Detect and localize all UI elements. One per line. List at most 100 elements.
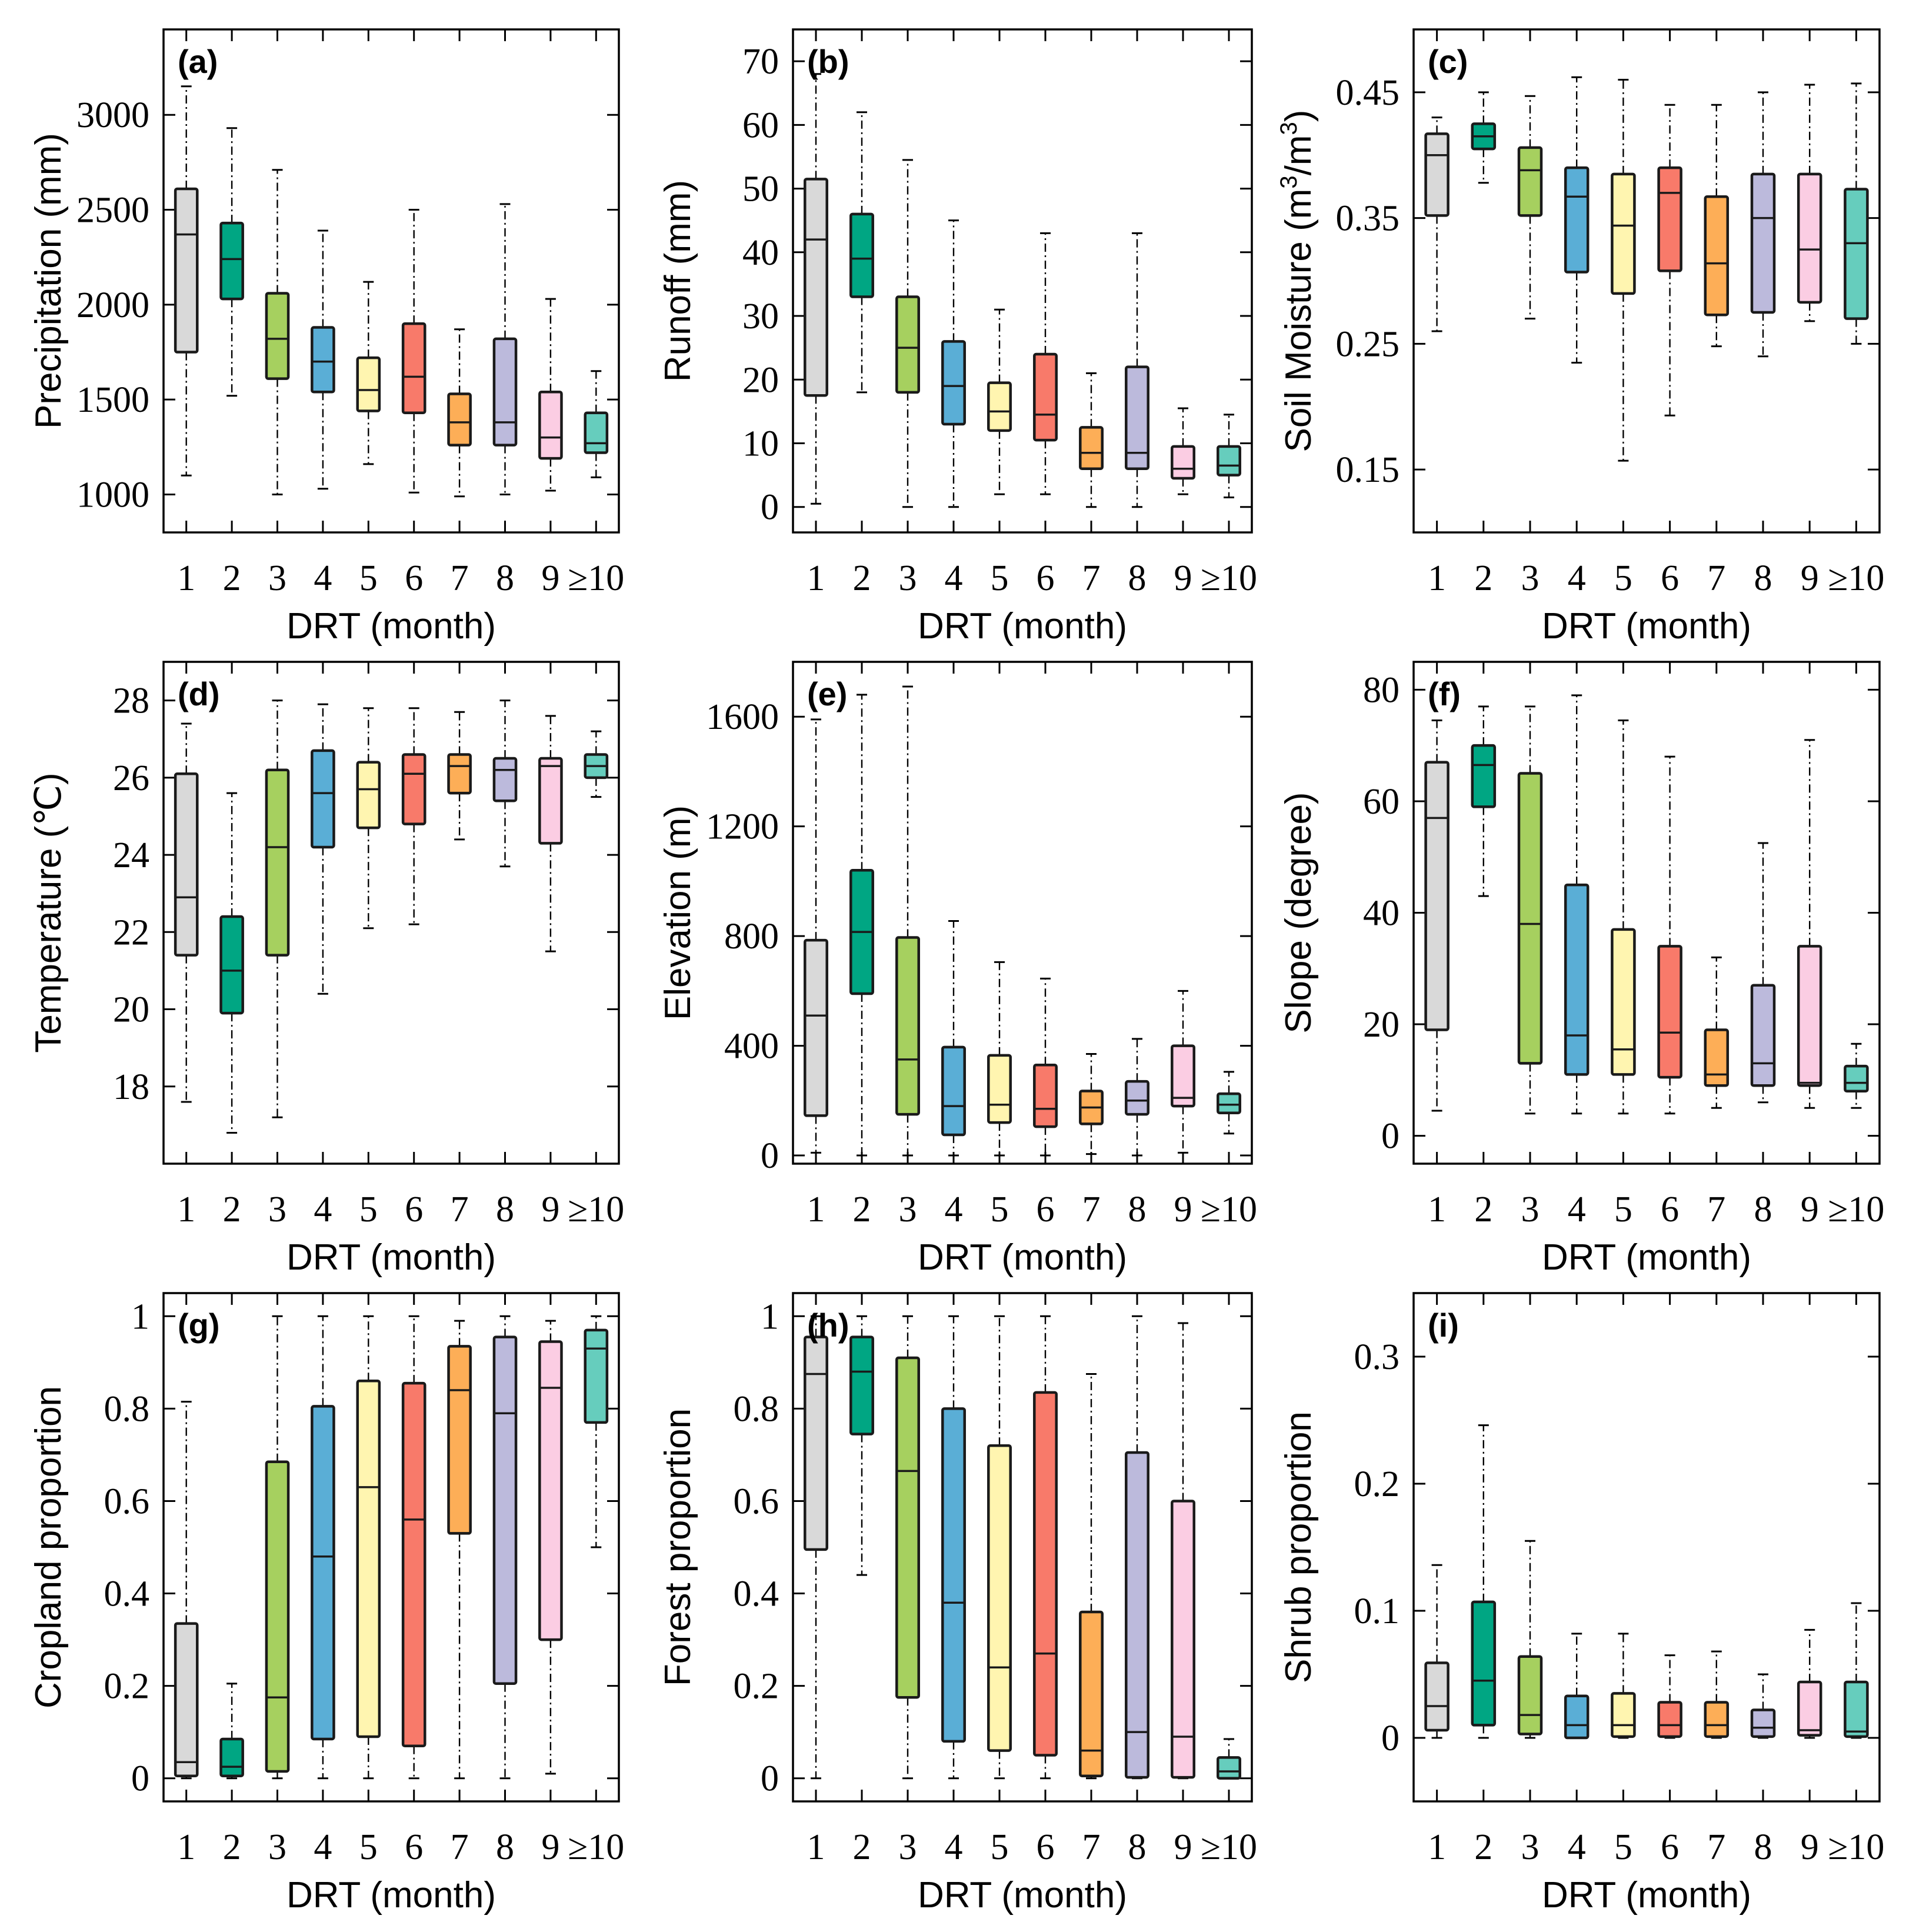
iqr-box [1471,1600,1497,1727]
panel-elevation-box-6 [1033,977,1058,1157]
panel-slope-box-1 [1424,719,1450,1112]
panel-elevation-xtick-label: 6 [1037,1190,1055,1230]
iqr-box [1033,1391,1058,1757]
panel-shrub-box-8 [1750,1673,1776,1739]
iqr-box [538,390,563,460]
panel-slope-box-3 [1517,705,1543,1115]
panel-forest-box-1 [804,1315,828,1780]
panel-shrub-box-2 [1471,1424,1497,1739]
iqr-box [401,753,426,825]
iqr-box [1079,426,1104,471]
panel-temperature-box-1 [174,722,199,1103]
iqr-box [895,936,920,1116]
iqr-box [447,392,472,447]
panel-precipitation-xtick-label: 7 [451,558,469,598]
panel-elevation-panel-label: (e) [807,675,847,712]
iqr-box [356,761,381,830]
panel-elevation-box-7 [1079,1053,1104,1155]
panel-soil-moisture-ytick-label: 0.35 [1336,199,1400,239]
iqr-box [265,1460,290,1773]
iqr-box [941,1045,966,1137]
panel-runoff-box-10 [1217,414,1241,498]
panel-temperature-xtick-label: 6 [405,1190,423,1230]
panel-cropland-box-4 [311,1315,335,1780]
iqr-box [219,915,244,1015]
panel-runoff-xtick-label: ≥10 [1201,558,1257,598]
panel-temperature-box-6 [401,707,426,925]
panel-runoff-box-4 [941,219,966,508]
iqr-box [1424,1661,1450,1732]
iqr-box [1704,1701,1730,1738]
iqr-box [219,221,244,301]
iqr-box [1750,172,1776,314]
panel-forest-box-9 [1171,1322,1195,1780]
iqr-box [1657,166,1682,272]
panel-cropland-xlabel: DRT (month) [286,1875,496,1916]
panel-slope-ytick-label: 0 [1381,1117,1399,1157]
panel-soil-moisture-xtick-label: ≥10 [1828,558,1884,598]
panel-soil-moisture-axes-frame [1412,28,1881,534]
panel-soil-moisture-xtick-label: 2 [1474,558,1492,598]
panel-soil-moisture-xtick-label: 9 [1801,558,1819,598]
iqr-box [174,772,199,957]
panel-precipitation-ytick-label: 2000 [76,285,149,325]
panel-cropland-ytick-label: 0.6 [104,1481,150,1521]
panel-temperature-xtick-label: 1 [177,1190,195,1230]
iqr-box [265,768,290,957]
panel-elevation-box-2 [849,694,874,1157]
iqr-box [941,1407,966,1743]
iqr-box [174,187,199,354]
panel-elevation-ytick-label: 0 [761,1136,779,1176]
panel-elevation-xtick-label: 3 [899,1190,917,1230]
panel-elevation-xtick-label: 2 [853,1190,871,1230]
panel-precipitation-xtick-label: 9 [541,558,559,598]
panel-temperature-xtick-label: 4 [314,1190,332,1230]
panel-temperature: 18 20 22 24 26 28 1 2 3 4 5 6 7 8 9 ≥10 (d) DRT (month) Te… [28,661,624,1278]
iqr-box [804,938,828,1117]
panel-elevation-xtick-label: 1 [807,1190,825,1230]
panel-elevation-box-10 [1217,1071,1241,1135]
panel-runoff-ytick-label: 20 [742,360,779,400]
panel-precipitation-xtick-label: 6 [405,558,423,598]
panel-cropland: 00.20.40.60.811 2 3 4 5 6 7 8 9 ≥10(g)DRT (month)… [28,1292,624,1916]
panel-soil-moisture-box-9 [1797,84,1822,322]
panel-slope-box-4 [1564,694,1590,1115]
iqr-box [311,326,335,394]
iqr-box [1611,928,1636,1076]
iqr-box [1797,172,1822,304]
panel-runoff-box-9 [1171,407,1195,495]
panel-temperature-ytick-label: 22 [113,912,149,952]
panel-slope-xtick-label: 6 [1661,1190,1679,1230]
iqr-box [1424,132,1450,217]
panel-cropland-xtick-label: 2 [223,1827,241,1867]
panel-slope: 0 20 40 60 80 1 2 3 4 5 6 7 8 9 ≥10 (f) DRT (month) Slope… [1278,661,1884,1278]
iqr-box [1217,1092,1241,1115]
iqr-box [1217,1756,1241,1780]
iqr-box [1125,1080,1149,1116]
iqr-box [401,1381,426,1747]
superscript-3: 3 [1276,122,1302,135]
iqr-box [895,1356,920,1699]
panel-slope-box-8 [1750,842,1776,1104]
panel-cropland-xtick-label: 5 [359,1827,378,1867]
panel-elevation-xtick-label: ≥10 [1201,1190,1257,1230]
iqr-box [401,322,426,414]
iqr-box [804,178,828,397]
panel-shrub-xlabel: DRT (month) [1542,1875,1751,1916]
panel-temperature-xlabel: DRT (month) [286,1237,496,1278]
panel-slope-box-5 [1611,719,1636,1115]
iqr-box [538,757,563,845]
panel-soil-moisture-box-2 [1471,91,1497,184]
panel-cropland-ytick-label: 0.4 [104,1574,150,1614]
panel-temperature-ytick-label: 24 [113,835,149,875]
panel-elevation-ytick-label: 1200 [706,807,779,847]
panel-temperature-xtick-label: 8 [496,1190,514,1230]
iqr-box [1564,1694,1590,1740]
panel-forest-box-5 [987,1315,1012,1780]
panel-precipitation-xtick-label: 1 [177,558,195,598]
iqr-box [1704,1028,1730,1087]
panel-soil-moisture-box-7 [1704,104,1730,348]
panel-soil-moisture-ytick-label: 0.25 [1336,324,1400,364]
panel-runoff-panel-label: (b) [807,43,849,80]
panel-soil-moisture-box-5 [1611,79,1636,462]
